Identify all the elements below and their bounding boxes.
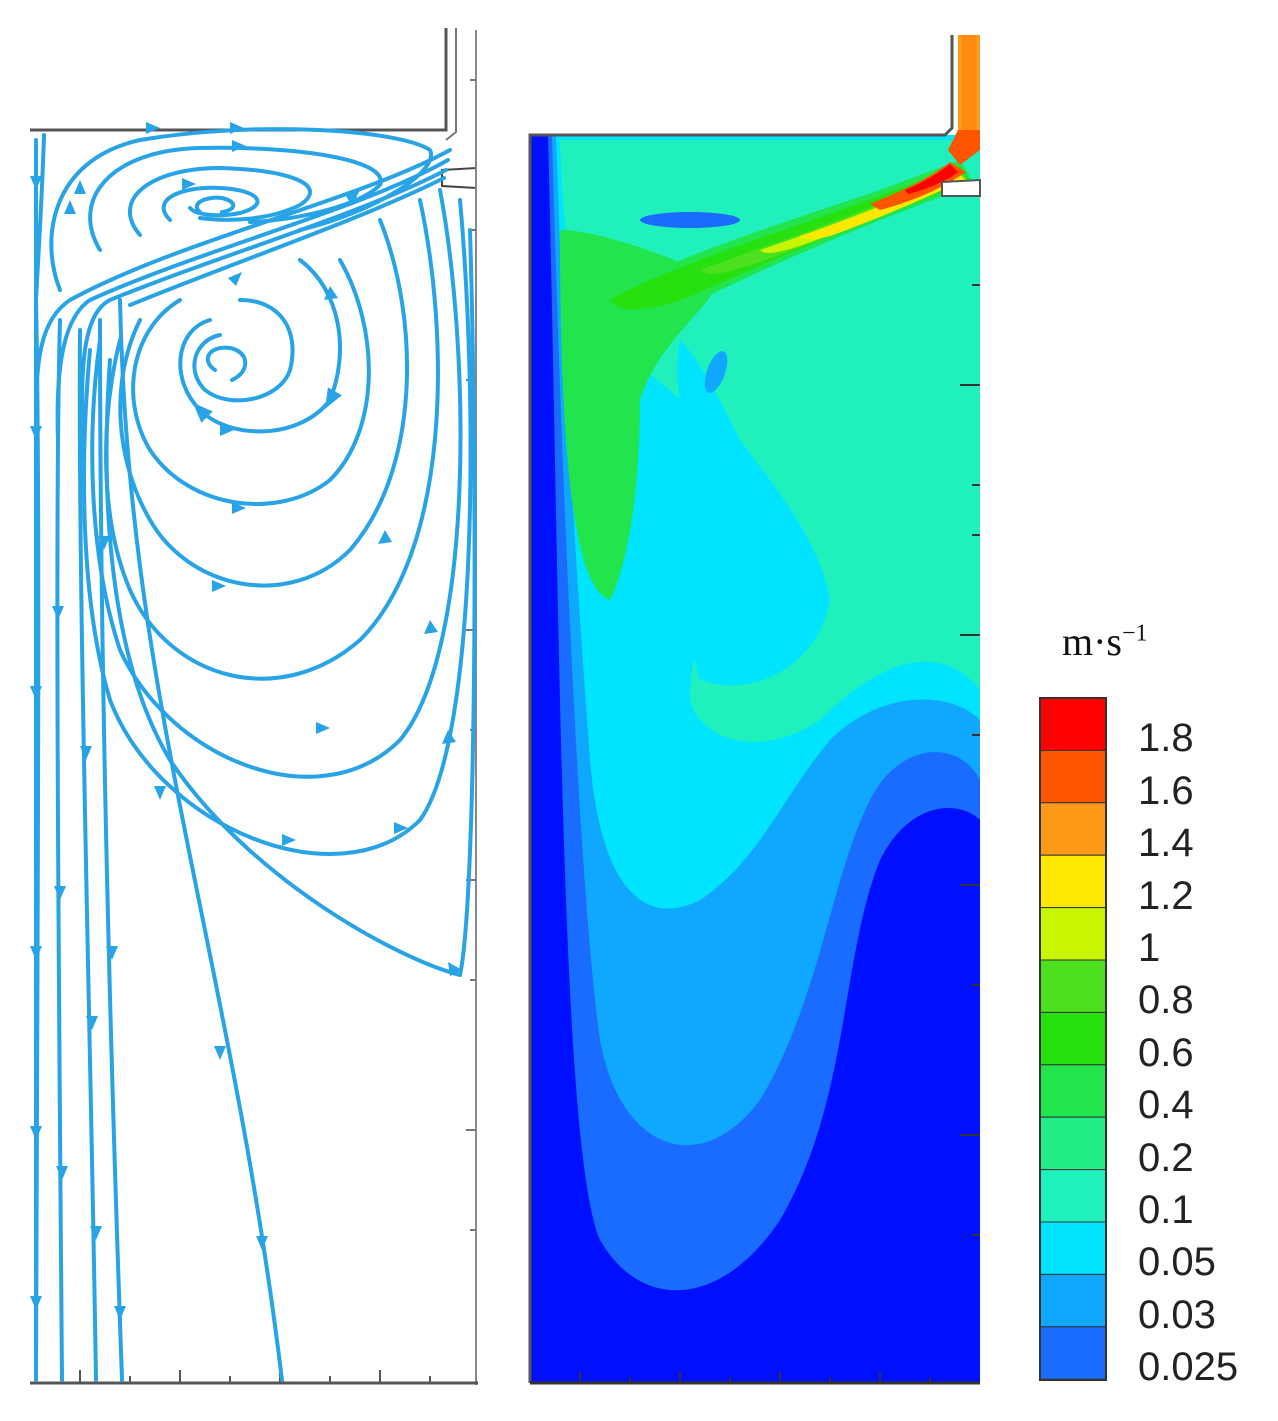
streamline-loop-9 [104, 228, 477, 977]
contour-inlet-channel-core [962, 35, 976, 135]
contour-band-0-4 [560, 230, 720, 600]
legend-level-label: 1 [1138, 926, 1161, 970]
streamline-loop-5 [118, 218, 409, 588]
legend-frame [1039, 697, 1107, 1381]
legend-swatch [1039, 959, 1107, 1013]
legend-swatch [1039, 1011, 1107, 1066]
streamline-descending-1 [55, 318, 64, 1382]
contour-outline [528, 133, 944, 1383]
legend-level-label: 1.4 [1138, 821, 1194, 866]
legend-level-label: 0.6 [1138, 1030, 1194, 1075]
streamline-loop-7 [90, 188, 463, 779]
streamline-lower-vortex-2 [192, 298, 295, 403]
legend-level-label: 0.05 [1138, 1240, 1216, 1285]
legend-level-label: 1.2 [1138, 873, 1194, 918]
streamline-jet-4 [128, 176, 446, 307]
contour-band-0-1-left [677, 340, 830, 686]
legend-swatch [1039, 854, 1107, 909]
legend-level-label: 0.2 [1138, 1135, 1194, 1180]
streamline-panel [30, 28, 478, 1385]
streamline-wall-2 [34, 133, 46, 1382]
contour-jet-1-8 [905, 164, 958, 194]
contour-low-spot-2 [704, 351, 728, 393]
streamline-upper-vortex-2 [88, 145, 383, 252]
legend-swatch [1039, 1273, 1107, 1328]
contour-bottom-ticks [579, 1372, 931, 1383]
contour-panel [528, 35, 981, 1385]
legend-swatch [1039, 1169, 1107, 1223]
contour-inlet-wall [942, 35, 954, 138]
legend-swatch [1039, 1064, 1107, 1118]
streamline-arrows [30, 122, 462, 1320]
legend-swatch [1039, 1116, 1107, 1171]
legend-level-label: 1.8 [1138, 716, 1194, 761]
legend-level-label: 0.025 [1138, 1345, 1239, 1390]
contour-low-spot-1 [640, 212, 740, 228]
contour-inlet-bend [948, 130, 980, 165]
streamline-lower-vortex-core [205, 345, 248, 382]
contour-deflector [941, 178, 981, 197]
legend-unit-label: m·s−1 [1062, 618, 1148, 665]
legend-level-label: 1.6 [1138, 768, 1194, 813]
legend-colorbar [1039, 697, 1107, 1380]
streamline-descending-3 [98, 318, 124, 1382]
legend-unit-exponent: −1 [1122, 620, 1148, 647]
streamline-upper-vortex-core [194, 195, 236, 214]
legend-unit-base: m·s [1062, 619, 1122, 664]
streamline-bottom-ticks [79, 1370, 431, 1383]
streamline-jet-1 [34, 148, 452, 422]
streamline-domain-top-edge [30, 28, 448, 132]
streamline-upper-vortex-3 [127, 166, 313, 237]
streamlines [34, 127, 477, 1382]
streamline-lower-vortex-3 [178, 258, 342, 434]
legend-swatch [1039, 749, 1107, 804]
legend-level-label: 0.1 [1138, 1188, 1194, 1232]
legend-swatch [1039, 697, 1107, 751]
streamline-loop-4 [131, 258, 371, 506]
streamline-loop-8 [82, 198, 473, 856]
contour-right-ticks [960, 284, 980, 1236]
legend-swatch [1039, 802, 1107, 856]
streamline-inlet-nozzle [445, 28, 457, 141]
streamline-descending-2 [77, 328, 98, 1382]
legend-swatch [1039, 907, 1107, 961]
legend-level-label: 0.4 [1138, 1083, 1194, 1128]
streamline-jet-2 [55, 158, 450, 442]
legend-level-label: 0.8 [1138, 978, 1194, 1023]
legend-swatch [1039, 1221, 1107, 1275]
streamline-upper-vortex-outer [49, 127, 434, 292]
legend-swatch [1039, 1326, 1107, 1380]
contour-band-0-2-upper [580, 160, 868, 220]
streamline-upper-vortex-4 [161, 185, 260, 222]
legend-level-label: 0.03 [1138, 1292, 1216, 1337]
